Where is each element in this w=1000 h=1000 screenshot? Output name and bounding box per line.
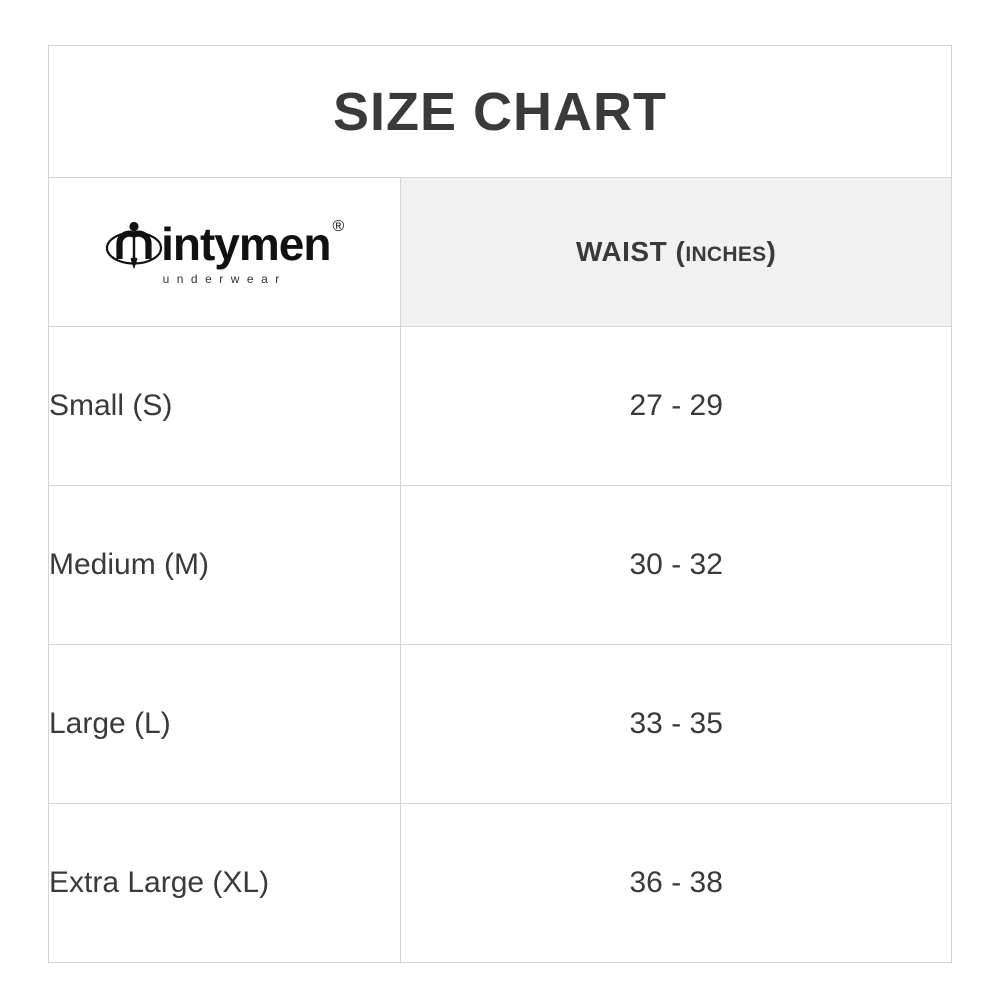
brand-wordmark-text: intymen — [161, 217, 331, 270]
size-label-extra-large: Extra Large (XL) — [47, 803, 402, 963]
table-row: Extra Large (XL) 36 - 38 — [47, 803, 952, 963]
table-row: Medium (M) 30 - 32 — [47, 485, 952, 645]
size-label-large: Large (L) — [47, 644, 402, 804]
waist-header-close-paren: ) — [766, 236, 777, 267]
header-row: intymen ® underwear WAIST (INCHES) — [47, 177, 952, 327]
size-label-small: Small (S) — [47, 326, 402, 486]
waist-header-open-paren: ( — [675, 236, 686, 267]
mintymen-m-ellipse-icon — [105, 217, 163, 271]
title-row: SIZE CHART — [48, 45, 952, 178]
table-row: Small (S) 27 - 29 — [47, 326, 952, 486]
waist-value-large: 33 - 35 — [400, 644, 952, 804]
table-row: Large (L) 33 - 35 — [47, 644, 952, 804]
waist-value-extra-large: 36 - 38 — [400, 803, 952, 963]
brand-wordmark-line: intymen ® — [105, 217, 344, 271]
waist-value-small: 27 - 29 — [400, 326, 952, 486]
waist-header-main: WAIST — [576, 236, 668, 267]
page-title: SIZE CHART — [333, 81, 667, 142]
waist-header-cell: WAIST (INCHES) — [400, 177, 952, 327]
size-chart-container: SIZE CHART — [47, 45, 952, 963]
size-chart-table: SIZE CHART — [47, 45, 952, 963]
waist-value-medium: 30 - 32 — [400, 485, 952, 645]
registered-trademark-icon: ® — [332, 217, 345, 235]
brand-tagline: underwear — [162, 271, 287, 286]
size-label-medium: Medium (M) — [47, 485, 402, 645]
waist-header-unit: INCHES — [685, 243, 767, 266]
waist-header-label: WAIST (INCHES) — [576, 236, 776, 267]
brand-logo-cell: intymen ® underwear — [47, 177, 402, 327]
brand-lockup: intymen ® underwear — [105, 217, 344, 287]
chart-title-cell: SIZE CHART — [48, 45, 952, 178]
